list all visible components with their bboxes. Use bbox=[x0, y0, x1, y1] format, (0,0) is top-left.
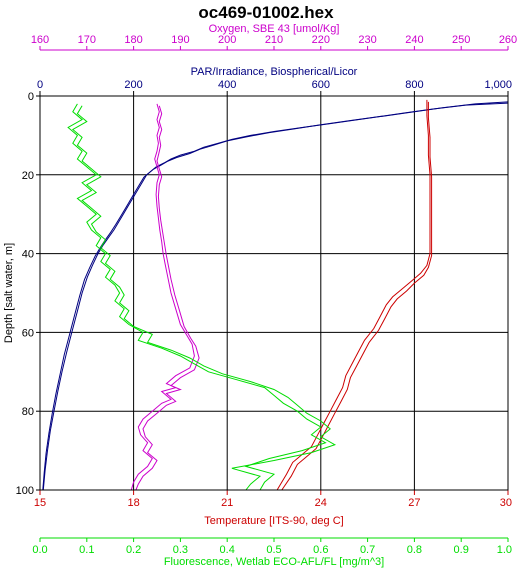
x-tick-label: 800 bbox=[405, 79, 423, 91]
series-line-fluorescence bbox=[67, 103, 327, 491]
x-axis-temperature: 15 18 21 24 27 30 Temperature [ITS-90, deg C] bbox=[34, 490, 512, 527]
series-line-par bbox=[42, 101, 509, 491]
x-tick-label: 220 bbox=[312, 34, 330, 46]
x-tick-label: 200 bbox=[218, 34, 236, 46]
series-line-par bbox=[42, 102, 509, 491]
data-series bbox=[42, 99, 509, 491]
x-axis-oxygen: 160 170 180 190 200 210 220 230 240 250 260 Oxygen,… bbox=[31, 23, 517, 51]
x-tick-label: 0.7 bbox=[360, 544, 375, 556]
x-tick-label: 0.9 bbox=[454, 544, 469, 556]
x-tick-label: 0 bbox=[37, 79, 43, 91]
x-tick-label: 15 bbox=[34, 497, 46, 509]
x-tick-label: 190 bbox=[171, 34, 189, 46]
x-tick-label: 0.6 bbox=[313, 544, 328, 556]
x-axis-title: Oxygen, SBE 43 [umol/Kg] bbox=[209, 23, 340, 35]
x-tick-label: 0.8 bbox=[407, 544, 422, 556]
x-tick-label: 1,000 bbox=[484, 79, 512, 91]
series-line-temperature bbox=[276, 99, 431, 491]
x-tick-label: 24 bbox=[315, 497, 327, 509]
plot-frame bbox=[39, 95, 509, 491]
series-line-oxygen bbox=[130, 103, 195, 491]
y-tick-label: 0 bbox=[28, 91, 34, 103]
x-tick-label: 1.0 bbox=[497, 544, 512, 556]
y-tick-label: 100 bbox=[16, 485, 34, 497]
x-axis-title: Temperature [ITS-90, deg C] bbox=[204, 515, 343, 527]
y-tick-label: 20 bbox=[22, 170, 34, 182]
x-tick-label: 0.0 bbox=[32, 544, 47, 556]
x-tick-label: 0.4 bbox=[220, 544, 235, 556]
x-tick-label: 21 bbox=[221, 497, 233, 509]
x-tick-label: 160 bbox=[31, 34, 49, 46]
x-tick-label: 600 bbox=[312, 79, 330, 91]
y-tick-label: 60 bbox=[22, 327, 34, 339]
x-tick-label: 18 bbox=[127, 497, 139, 509]
x-tick-label: 200 bbox=[124, 79, 142, 91]
x-axis-fluorescence: 0.0 0.1 0.2 0.3 0.4 0.5 0.6 0.7 0.8 0.9 1.0 Fluores… bbox=[32, 537, 512, 568]
y-tick-label: 40 bbox=[22, 249, 34, 261]
x-tick-label: 27 bbox=[408, 497, 420, 509]
x-tick-label: 0.2 bbox=[126, 544, 141, 556]
y-axis-label: Depth [salt water, m] bbox=[3, 243, 15, 343]
x-tick-label: 0.1 bbox=[79, 544, 94, 556]
x-tick-label: 0.3 bbox=[173, 544, 188, 556]
grid-lines bbox=[40, 96, 508, 490]
x-axis-title: Fluorescence, Wetlab ECO-AFL/FL [mg/m^3] bbox=[164, 556, 384, 568]
x-tick-label: 260 bbox=[499, 34, 517, 46]
x-tick-label: 250 bbox=[452, 34, 470, 46]
series-line-oxygen bbox=[135, 105, 200, 491]
x-tick-label: 170 bbox=[78, 34, 96, 46]
series-line-fluorescence bbox=[71, 105, 337, 491]
x-tick-label: 240 bbox=[405, 34, 423, 46]
x-tick-label: 230 bbox=[358, 34, 376, 46]
x-tick-label: 0.5 bbox=[266, 544, 281, 556]
chart-title: oc469-01002.hex bbox=[198, 3, 334, 22]
y-tick-label: 80 bbox=[22, 406, 34, 418]
x-tick-label: 210 bbox=[265, 34, 283, 46]
x-tick-label: 30 bbox=[500, 497, 512, 509]
x-axis-par: 0 200 400 600 800 1,000 PAR/Irradiance, Biosph… bbox=[37, 66, 512, 96]
series-line-temperature bbox=[281, 101, 433, 491]
x-tick-label: 400 bbox=[218, 79, 236, 91]
x-axis-title: PAR/Irradiance, Biospherical/Licor bbox=[191, 66, 358, 78]
x-tick-label: 180 bbox=[124, 34, 142, 46]
